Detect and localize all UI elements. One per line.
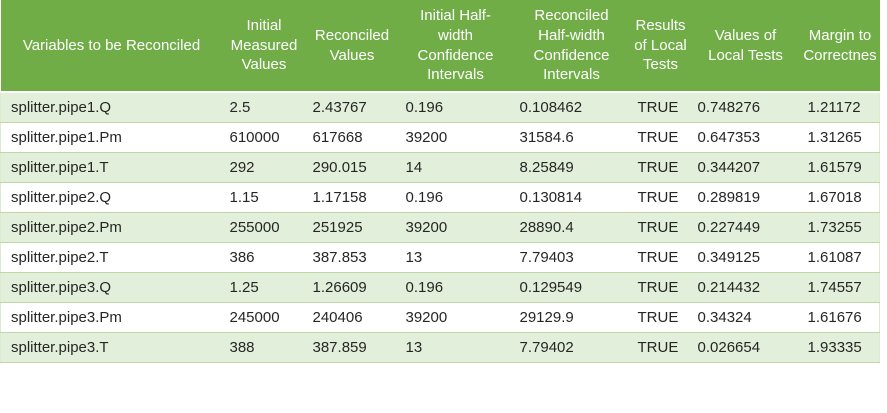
cell-initial-measured-values[interactable]: 292 [222,152,306,183]
header-row: Variables to be Reconciled Initial Measur… [0,0,880,93]
cell-initial-halfwidth-confidence-intervals[interactable]: 39200 [398,302,513,333]
cell-variables[interactable]: splitter.pipe2.T [0,242,223,273]
cell-initial-measured-values[interactable]: 255000 [222,212,306,243]
cell-initial-measured-values[interactable]: 386 [222,242,306,273]
cell-results-of-local-tests[interactable]: TRUE [630,182,691,213]
cell-variables[interactable]: splitter.pipe2.Q [0,182,223,213]
cell-initial-measured-values[interactable]: 1.25 [222,272,306,303]
cell-initial-measured-values[interactable]: 388 [222,332,306,363]
table-header: Variables to be Reconciled Initial Measur… [0,0,880,93]
cell-initial-halfwidth-confidence-intervals[interactable]: 39200 [398,212,513,243]
cell-reconciled-halfwidth-confidence-intervals[interactable]: 31584.6 [512,122,631,153]
cell-initial-halfwidth-confidence-intervals[interactable]: 0.196 [398,272,513,303]
cell-values-of-local-tests[interactable]: 0.748276 [690,92,801,123]
cell-reconciled-values[interactable]: 2.43767 [305,92,399,123]
cell-variables[interactable]: splitter.pipe3.Pm [0,302,223,333]
cell-reconciled-halfwidth-confidence-intervals[interactable]: 0.130814 [512,182,631,213]
table-row-splitter.pipe2.Q: splitter.pipe2.Q 1.15 1.17158 0.196 0.130814… [0,182,880,213]
cell-reconciled-values[interactable]: 387.859 [305,332,399,363]
cell-variables[interactable]: splitter.pipe3.Q [0,272,223,303]
cell-results-of-local-tests[interactable]: TRUE [630,152,691,183]
column-header-reconciled-values[interactable]: Reconciled Values [305,0,399,93]
cell-initial-halfwidth-confidence-intervals[interactable]: 0.196 [398,182,513,213]
cell-margin-to-correctness[interactable]: 1.21172 [800,92,880,123]
cell-margin-to-correctness[interactable]: 1.31265 [800,122,880,153]
cell-variables[interactable]: splitter.pipe2.Pm [0,212,223,243]
cell-variables[interactable]: splitter.pipe1.T [0,152,223,183]
cell-reconciled-halfwidth-confidence-intervals[interactable]: 7.79402 [512,332,631,363]
cell-results-of-local-tests[interactable]: TRUE [630,122,691,153]
column-header-results-of-local-tests[interactable]: Results of Local Tests [630,0,691,93]
cell-reconciled-halfwidth-confidence-intervals[interactable]: 8.25849 [512,152,631,183]
reconciliation-results-table: Variables to be Reconciled Initial Measur… [0,0,880,363]
cell-margin-to-correctness[interactable]: 1.67018 [800,182,880,213]
cell-values-of-local-tests[interactable]: 0.34324 [690,302,801,333]
table-row-splitter.pipe1.T: splitter.pipe1.T 292 290.015 14 8.25849 TRUE 0… [0,152,880,183]
cell-reconciled-values[interactable]: 251925 [305,212,399,243]
cell-margin-to-correctness[interactable]: 1.61676 [800,302,880,333]
column-header-initial-measured-values[interactable]: Initial Measured Values [222,0,306,93]
cell-results-of-local-tests[interactable]: TRUE [630,92,691,123]
cell-reconciled-halfwidth-confidence-intervals[interactable]: 0.108462 [512,92,631,123]
cell-reconciled-halfwidth-confidence-intervals[interactable]: 28890.4 [512,212,631,243]
column-header-values-of-local-tests[interactable]: Values of Local Tests [690,0,801,93]
cell-results-of-local-tests[interactable]: TRUE [630,212,691,243]
cell-initial-halfwidth-confidence-intervals[interactable]: 14 [398,152,513,183]
cell-results-of-local-tests[interactable]: TRUE [630,242,691,273]
cell-initial-halfwidth-confidence-intervals[interactable]: 13 [398,332,513,363]
table-row-splitter.pipe3.Q: splitter.pipe3.Q 1.25 1.26609 0.196 0.129549… [0,272,880,303]
cell-results-of-local-tests[interactable]: TRUE [630,302,691,333]
cell-variables[interactable]: splitter.pipe1.Pm [0,122,223,153]
cell-margin-to-correctness[interactable]: 1.61579 [800,152,880,183]
cell-initial-halfwidth-confidence-intervals[interactable]: 13 [398,242,513,273]
cell-reconciled-values[interactable]: 617668 [305,122,399,153]
cell-initial-halfwidth-confidence-intervals[interactable]: 0.196 [398,92,513,123]
cell-values-of-local-tests[interactable]: 0.227449 [690,212,801,243]
cell-initial-halfwidth-confidence-intervals[interactable]: 39200 [398,122,513,153]
cell-results-of-local-tests[interactable]: TRUE [630,332,691,363]
cell-reconciled-halfwidth-confidence-intervals[interactable]: 0.129549 [512,272,631,303]
table-row-splitter.pipe1.Pm: splitter.pipe1.Pm 610000 617668 39200 31584.… [0,122,880,153]
table-row-splitter.pipe2.Pm: splitter.pipe2.Pm 255000 251925 39200 28890.… [0,212,880,243]
cell-reconciled-values[interactable]: 1.17158 [305,182,399,213]
table-row-splitter.pipe2.T: splitter.pipe2.T 386 387.853 13 7.79403 TRUE 0… [0,242,880,273]
cell-reconciled-values[interactable]: 387.853 [305,242,399,273]
cell-margin-to-correctness[interactable]: 1.74557 [800,272,880,303]
cell-reconciled-values[interactable]: 290.015 [305,152,399,183]
cell-values-of-local-tests[interactable]: 0.214432 [690,272,801,303]
table-row-splitter.pipe1.Q: splitter.pipe1.Q 2.5 2.43767 0.196 0.108462 T… [0,92,880,123]
cell-values-of-local-tests[interactable]: 0.289819 [690,182,801,213]
table-body: splitter.pipe1.Q 2.5 2.43767 0.196 0.108462 T… [0,92,880,363]
cell-reconciled-values[interactable]: 1.26609 [305,272,399,303]
table-row-splitter.pipe3.T: splitter.pipe3.T 388 387.859 13 7.79402 TRUE 0… [0,332,880,363]
column-header-margin-to-correctness[interactable]: Margin to Correctnes [800,0,880,93]
cell-initial-measured-values[interactable]: 610000 [222,122,306,153]
cell-results-of-local-tests[interactable]: TRUE [630,272,691,303]
cell-margin-to-correctness[interactable]: 1.61087 [800,242,880,273]
cell-initial-measured-values[interactable]: 2.5 [222,92,306,123]
cell-margin-to-correctness[interactable]: 1.73255 [800,212,880,243]
cell-reconciled-values[interactable]: 240406 [305,302,399,333]
cell-values-of-local-tests[interactable]: 0.647353 [690,122,801,153]
table-row-splitter.pipe3.Pm: splitter.pipe3.Pm 245000 240406 39200 29129.… [0,302,880,333]
cell-values-of-local-tests[interactable]: 0.344207 [690,152,801,183]
column-header-variables[interactable]: Variables to be Reconciled [0,0,223,93]
cell-reconciled-halfwidth-confidence-intervals[interactable]: 7.79403 [512,242,631,273]
cell-initial-measured-values[interactable]: 1.15 [222,182,306,213]
column-header-reconciled-halfwidth-confidence-intervals[interactable]: Reconciled Half-width Confidence Interva… [512,0,631,93]
cell-initial-measured-values[interactable]: 245000 [222,302,306,333]
cell-values-of-local-tests[interactable]: 0.026654 [690,332,801,363]
cell-margin-to-correctness[interactable]: 1.93335 [800,332,880,363]
column-header-initial-halfwidth-confidence-intervals[interactable]: Initial Half- width Confidence Intervals [398,0,513,93]
cell-variables[interactable]: splitter.pipe3.T [0,332,223,363]
cell-reconciled-halfwidth-confidence-intervals[interactable]: 29129.9 [512,302,631,333]
cell-values-of-local-tests[interactable]: 0.349125 [690,242,801,273]
cell-variables[interactable]: splitter.pipe1.Q [0,92,223,123]
